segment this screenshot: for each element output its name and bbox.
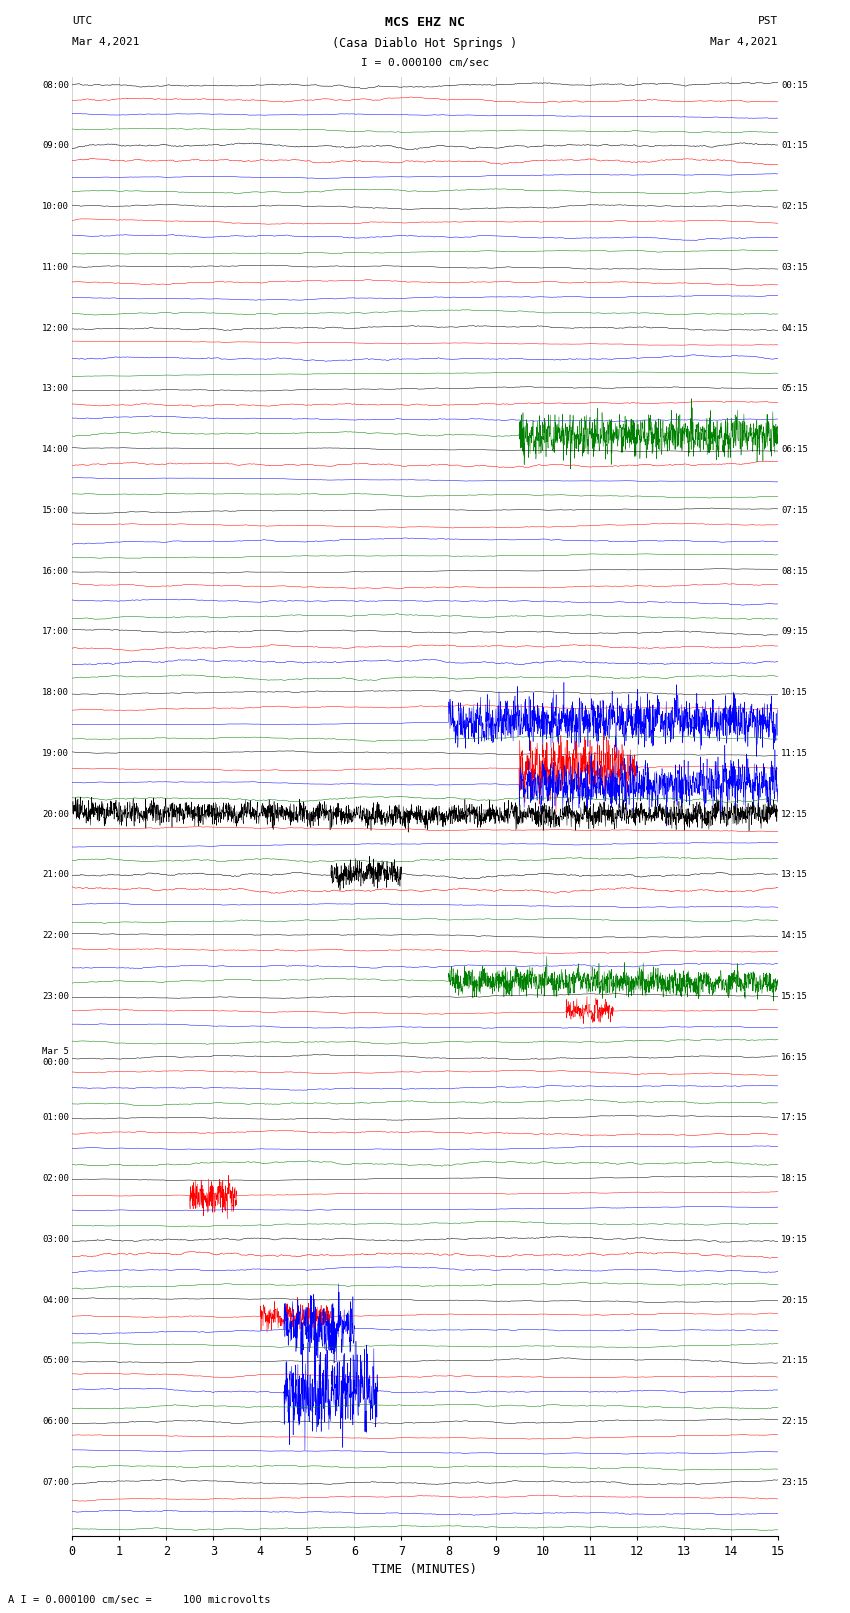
X-axis label: TIME (MINUTES): TIME (MINUTES) — [372, 1563, 478, 1576]
Text: 01:00: 01:00 — [42, 1113, 69, 1123]
Text: 04:00: 04:00 — [42, 1295, 69, 1305]
Text: 03:15: 03:15 — [781, 263, 808, 271]
Text: 06:15: 06:15 — [781, 445, 808, 453]
Text: 08:15: 08:15 — [781, 566, 808, 576]
Text: 20:15: 20:15 — [781, 1295, 808, 1305]
Text: (Casa Diablo Hot Springs ): (Casa Diablo Hot Springs ) — [332, 37, 518, 50]
Text: 12:15: 12:15 — [781, 810, 808, 818]
Text: Mar 4,2021: Mar 4,2021 — [72, 37, 139, 47]
Text: 13:15: 13:15 — [781, 871, 808, 879]
Text: UTC: UTC — [72, 16, 93, 26]
Text: 08:00: 08:00 — [42, 81, 69, 89]
Text: 20:00: 20:00 — [42, 810, 69, 818]
Text: 00:15: 00:15 — [781, 81, 808, 89]
Text: 10:00: 10:00 — [42, 202, 69, 211]
Text: I = 0.000100 cm/sec: I = 0.000100 cm/sec — [361, 58, 489, 68]
Text: 16:15: 16:15 — [781, 1053, 808, 1061]
Text: 10:15: 10:15 — [781, 689, 808, 697]
Text: 07:00: 07:00 — [42, 1478, 69, 1487]
Text: 14:15: 14:15 — [781, 931, 808, 940]
Text: 13:00: 13:00 — [42, 384, 69, 394]
Text: 18:00: 18:00 — [42, 689, 69, 697]
Text: 15:00: 15:00 — [42, 506, 69, 515]
Text: 03:00: 03:00 — [42, 1236, 69, 1244]
Text: 11:00: 11:00 — [42, 263, 69, 271]
Text: 22:15: 22:15 — [781, 1418, 808, 1426]
Text: 02:15: 02:15 — [781, 202, 808, 211]
Text: 22:00: 22:00 — [42, 931, 69, 940]
Text: 18:15: 18:15 — [781, 1174, 808, 1182]
Text: 09:00: 09:00 — [42, 142, 69, 150]
Text: 19:15: 19:15 — [781, 1236, 808, 1244]
Text: 02:00: 02:00 — [42, 1174, 69, 1182]
Text: 06:00: 06:00 — [42, 1418, 69, 1426]
Text: 23:15: 23:15 — [781, 1478, 808, 1487]
Text: 09:15: 09:15 — [781, 627, 808, 636]
Text: 14:00: 14:00 — [42, 445, 69, 453]
Text: 01:15: 01:15 — [781, 142, 808, 150]
Text: PST: PST — [757, 16, 778, 26]
Text: 04:15: 04:15 — [781, 324, 808, 332]
Text: 11:15: 11:15 — [781, 748, 808, 758]
Text: 05:00: 05:00 — [42, 1357, 69, 1365]
Text: 21:15: 21:15 — [781, 1357, 808, 1365]
Text: 07:15: 07:15 — [781, 506, 808, 515]
Text: MCS EHZ NC: MCS EHZ NC — [385, 16, 465, 29]
Text: 21:00: 21:00 — [42, 871, 69, 879]
Text: 05:15: 05:15 — [781, 384, 808, 394]
Text: 15:15: 15:15 — [781, 992, 808, 1000]
Text: 19:00: 19:00 — [42, 748, 69, 758]
Text: 17:15: 17:15 — [781, 1113, 808, 1123]
Text: 16:00: 16:00 — [42, 566, 69, 576]
Text: Mar 5
00:00: Mar 5 00:00 — [42, 1047, 69, 1066]
Text: 17:00: 17:00 — [42, 627, 69, 636]
Text: 23:00: 23:00 — [42, 992, 69, 1000]
Text: A I = 0.000100 cm/sec =     100 microvolts: A I = 0.000100 cm/sec = 100 microvolts — [8, 1595, 271, 1605]
Text: Mar 4,2021: Mar 4,2021 — [711, 37, 778, 47]
Text: 12:00: 12:00 — [42, 324, 69, 332]
